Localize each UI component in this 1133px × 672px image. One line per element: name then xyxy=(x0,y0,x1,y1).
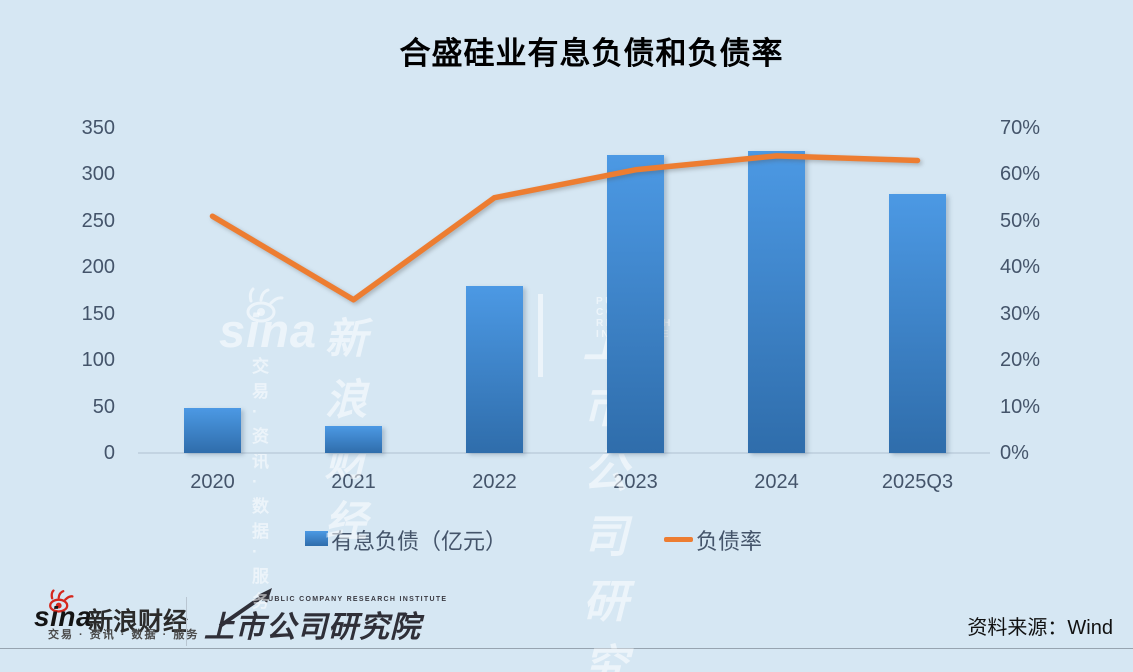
legend-line-label: 负债率 xyxy=(696,529,763,554)
right-axis-tick-label: 50% xyxy=(1000,209,1041,232)
sina-finance-label-footer: 新浪财经 xyxy=(88,608,189,636)
institute-english-footer: PUBLIC COMPANY RESEARCH INSTITUTE xyxy=(262,596,448,603)
x-axis-label-2022: 2022 xyxy=(472,471,517,493)
left-axis-tick-label: 50 xyxy=(92,395,115,418)
left-axis-tick-label: 150 xyxy=(81,302,115,325)
x-axis-label-2025Q3: 2025Q3 xyxy=(881,471,954,493)
bar-2021 xyxy=(325,426,382,453)
x-axis-label-2023: 2023 xyxy=(613,471,658,493)
right-axis-tick-label: 0% xyxy=(1000,442,1029,464)
right-axis-tick-label: 10% xyxy=(1000,395,1041,418)
bar-2024 xyxy=(748,151,805,453)
watermark-tagline: 交易 · 资讯 · 数据 · 服务 xyxy=(252,357,276,611)
footer-divider xyxy=(186,597,187,646)
x-axis-line xyxy=(138,452,990,454)
right-axis-tick-label: 20% xyxy=(1000,349,1041,372)
sina-wordmark-footer: sina xyxy=(34,601,93,632)
sina-eye-icon-footer xyxy=(43,589,77,618)
bar-2022 xyxy=(466,285,523,453)
legend-bar-swatch xyxy=(305,531,328,546)
x-axis-label-2024: 2024 xyxy=(754,471,799,493)
left-axis-tick-label: 250 xyxy=(81,209,115,232)
left-axis-tick-label: 0 xyxy=(103,442,115,464)
data-source-label: 资料来源：Wind xyxy=(967,617,1113,639)
legend-line-swatch xyxy=(664,537,693,542)
bar-2023 xyxy=(607,154,664,453)
left-axis-tick-label: 100 xyxy=(81,349,115,372)
right-axis-tick-label: 40% xyxy=(1000,256,1041,279)
bar-2025Q3 xyxy=(889,193,946,453)
right-axis-tick-label: 60% xyxy=(1000,163,1041,186)
watermark-sina-wordmark: sina xyxy=(219,304,318,357)
chart-title: 合盛硅业有息负债和负债率 xyxy=(399,36,784,71)
left-axis-tick-label: 200 xyxy=(81,256,115,279)
institute-label-footer: 上市公司研究院 xyxy=(204,611,421,644)
legend-bar-label: 有息负债（亿元） xyxy=(331,529,508,554)
footer-rule xyxy=(0,648,1133,649)
bar-2020 xyxy=(184,408,241,453)
watermark-divider xyxy=(538,294,543,377)
right-axis-tick-label: 30% xyxy=(1000,302,1041,325)
right-axis-tick-label: 70% xyxy=(1000,117,1041,139)
sina-tagline-footer: 交易 · 资讯 · 数据 · 服务 xyxy=(48,629,200,641)
left-axis-tick-label: 300 xyxy=(81,163,115,186)
left-axis-tick-label: 350 xyxy=(81,117,115,139)
x-axis-label-2020: 2020 xyxy=(190,471,235,493)
x-axis-label-2021: 2021 xyxy=(331,471,376,493)
